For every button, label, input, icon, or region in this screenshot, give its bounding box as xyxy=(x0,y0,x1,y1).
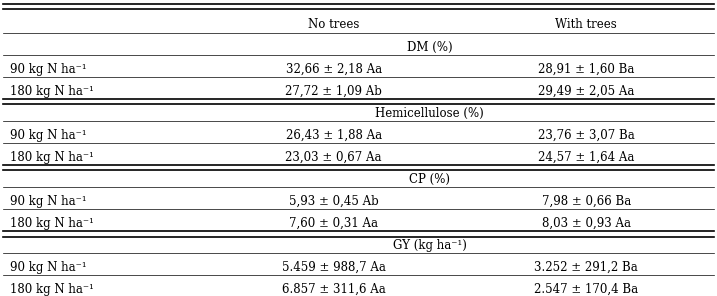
Text: 7,60 ± 0,31 Aa: 7,60 ± 0,31 Aa xyxy=(289,217,378,230)
Text: Hemicellulose (%): Hemicellulose (%) xyxy=(375,107,484,120)
Text: GY (kg ha⁻¹): GY (kg ha⁻¹) xyxy=(393,239,467,252)
Text: 90 kg N ha⁻¹: 90 kg N ha⁻¹ xyxy=(10,62,87,75)
Text: 23,03 ± 0,67 Aa: 23,03 ± 0,67 Aa xyxy=(285,151,382,164)
Text: 180 kg N ha⁻¹: 180 kg N ha⁻¹ xyxy=(10,85,94,98)
Text: 29,49 ± 2,05 Aa: 29,49 ± 2,05 Aa xyxy=(538,85,635,98)
Text: 180 kg N ha⁻¹: 180 kg N ha⁻¹ xyxy=(10,283,94,296)
Text: 180 kg N ha⁻¹: 180 kg N ha⁻¹ xyxy=(10,217,94,230)
Text: 27,72 ± 1,09 Ab: 27,72 ± 1,09 Ab xyxy=(285,85,382,98)
Text: 7,98 ± 0,66 Ba: 7,98 ± 0,66 Ba xyxy=(541,195,631,208)
Text: 24,57 ± 1,64 Aa: 24,57 ± 1,64 Aa xyxy=(538,151,635,164)
Text: 90 kg N ha⁻¹: 90 kg N ha⁻¹ xyxy=(10,195,87,208)
Text: 6.857 ± 311,6 Aa: 6.857 ± 311,6 Aa xyxy=(282,283,386,296)
Text: CP (%): CP (%) xyxy=(409,173,450,186)
Text: 5.459 ± 988,7 Aa: 5.459 ± 988,7 Aa xyxy=(282,261,386,274)
Text: 180 kg N ha⁻¹: 180 kg N ha⁻¹ xyxy=(10,151,94,164)
Text: 90 kg N ha⁻¹: 90 kg N ha⁻¹ xyxy=(10,261,87,274)
Text: 90 kg N ha⁻¹: 90 kg N ha⁻¹ xyxy=(10,129,87,142)
Text: 28,91 ± 1,60 Ba: 28,91 ± 1,60 Ba xyxy=(538,62,635,75)
Text: 2.547 ± 170,4 Ba: 2.547 ± 170,4 Ba xyxy=(534,283,638,296)
Text: 32,66 ± 2,18 Aa: 32,66 ± 2,18 Aa xyxy=(285,62,381,75)
Text: DM (%): DM (%) xyxy=(407,41,452,54)
Text: No trees: No trees xyxy=(308,18,359,31)
Text: 8,03 ± 0,93 Aa: 8,03 ± 0,93 Aa xyxy=(541,217,631,230)
Text: 5,93 ± 0,45 Ab: 5,93 ± 0,45 Ab xyxy=(289,195,379,208)
Text: 3.252 ± 291,2 Ba: 3.252 ± 291,2 Ba xyxy=(534,261,638,274)
Text: With trees: With trees xyxy=(555,18,617,31)
Text: 26,43 ± 1,88 Aa: 26,43 ± 1,88 Aa xyxy=(285,129,381,142)
Text: 23,76 ± 3,07 Ba: 23,76 ± 3,07 Ba xyxy=(538,129,635,142)
